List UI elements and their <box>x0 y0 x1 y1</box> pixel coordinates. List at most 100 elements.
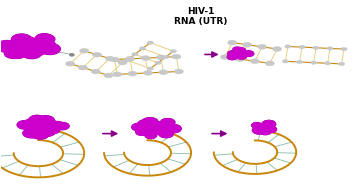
Circle shape <box>29 38 50 48</box>
Circle shape <box>236 54 247 59</box>
Circle shape <box>144 125 156 131</box>
Circle shape <box>155 61 161 64</box>
Circle shape <box>36 34 53 43</box>
Circle shape <box>128 71 137 76</box>
Circle shape <box>152 126 168 135</box>
Circle shape <box>161 119 175 126</box>
Circle shape <box>147 41 153 44</box>
Circle shape <box>139 121 151 127</box>
Circle shape <box>262 123 272 128</box>
Circle shape <box>0 43 16 52</box>
Circle shape <box>253 126 266 132</box>
Circle shape <box>16 41 36 52</box>
Circle shape <box>174 69 184 74</box>
Circle shape <box>254 129 263 134</box>
Circle shape <box>159 70 168 75</box>
Circle shape <box>244 51 253 56</box>
Circle shape <box>327 47 333 50</box>
Circle shape <box>34 125 49 132</box>
Circle shape <box>253 127 266 134</box>
Circle shape <box>158 123 172 131</box>
Circle shape <box>156 55 165 60</box>
Circle shape <box>252 123 262 128</box>
Circle shape <box>104 73 113 78</box>
Circle shape <box>141 118 156 126</box>
Circle shape <box>51 122 64 128</box>
Circle shape <box>220 55 229 59</box>
Circle shape <box>31 118 47 127</box>
Circle shape <box>148 126 163 134</box>
Circle shape <box>255 124 269 132</box>
Circle shape <box>10 50 26 58</box>
Circle shape <box>145 132 157 138</box>
Circle shape <box>12 34 31 45</box>
Circle shape <box>12 43 32 53</box>
Circle shape <box>32 117 45 123</box>
Circle shape <box>56 122 69 130</box>
Circle shape <box>159 130 173 138</box>
Circle shape <box>23 120 36 127</box>
Circle shape <box>262 121 276 128</box>
Circle shape <box>146 130 157 136</box>
Circle shape <box>27 121 44 130</box>
Circle shape <box>285 45 291 48</box>
Circle shape <box>258 44 267 49</box>
Circle shape <box>118 60 127 65</box>
Circle shape <box>152 122 167 130</box>
Circle shape <box>43 128 56 135</box>
Circle shape <box>32 121 44 128</box>
Circle shape <box>26 129 43 138</box>
Circle shape <box>227 54 237 60</box>
Circle shape <box>254 126 265 132</box>
Circle shape <box>34 125 48 132</box>
Circle shape <box>229 55 237 59</box>
Circle shape <box>264 126 277 133</box>
Circle shape <box>17 43 33 51</box>
Circle shape <box>162 130 173 136</box>
Circle shape <box>262 121 275 128</box>
Circle shape <box>165 125 177 131</box>
Circle shape <box>310 61 317 64</box>
Circle shape <box>92 52 102 57</box>
Circle shape <box>32 124 50 134</box>
Circle shape <box>170 50 176 53</box>
Circle shape <box>152 122 166 129</box>
Circle shape <box>37 127 55 136</box>
Circle shape <box>142 118 158 126</box>
Circle shape <box>166 125 177 131</box>
Circle shape <box>153 126 164 132</box>
Circle shape <box>140 47 146 50</box>
Circle shape <box>233 47 241 51</box>
Circle shape <box>20 38 34 45</box>
Circle shape <box>260 129 271 135</box>
Circle shape <box>139 121 151 127</box>
Circle shape <box>132 123 146 131</box>
Circle shape <box>234 48 245 54</box>
Circle shape <box>24 48 38 55</box>
Circle shape <box>237 54 246 59</box>
Circle shape <box>17 37 36 47</box>
Circle shape <box>132 53 138 56</box>
Circle shape <box>235 53 246 58</box>
Circle shape <box>17 43 32 51</box>
Circle shape <box>324 62 331 65</box>
Circle shape <box>65 61 75 66</box>
Circle shape <box>21 42 42 53</box>
Circle shape <box>40 120 57 129</box>
Circle shape <box>37 40 55 50</box>
Circle shape <box>22 48 41 59</box>
Circle shape <box>142 119 156 126</box>
Text: HIV-1
RNA (UTR): HIV-1 RNA (UTR) <box>174 7 227 26</box>
Circle shape <box>26 128 43 138</box>
Circle shape <box>23 129 39 138</box>
Circle shape <box>252 127 266 134</box>
Circle shape <box>35 122 49 130</box>
Circle shape <box>172 54 181 59</box>
Circle shape <box>32 130 49 139</box>
Circle shape <box>17 43 37 53</box>
Circle shape <box>11 43 32 54</box>
Circle shape <box>146 118 158 125</box>
Circle shape <box>261 124 271 130</box>
Circle shape <box>158 124 172 131</box>
Circle shape <box>30 125 48 134</box>
